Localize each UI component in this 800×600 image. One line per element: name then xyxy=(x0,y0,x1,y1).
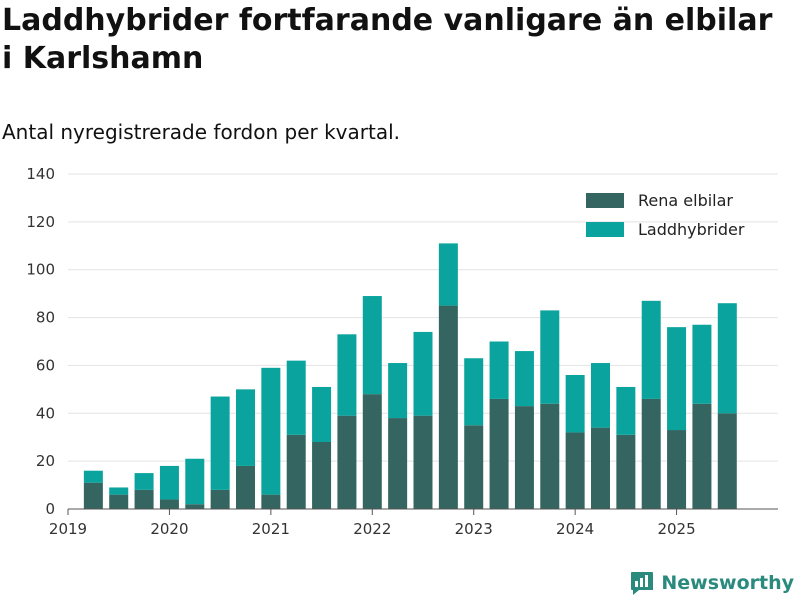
x-tick-label: 2022 xyxy=(353,520,391,538)
bar-rena-elbilar xyxy=(388,418,408,509)
y-tick-label: 60 xyxy=(36,356,55,374)
legend-label: Laddhybrider xyxy=(638,220,745,239)
bar-laddhybrider xyxy=(388,363,408,419)
bar-laddhybrider xyxy=(83,470,103,483)
x-tick-label: 2019 xyxy=(49,520,87,538)
bar-rena-elbilar xyxy=(717,413,737,509)
legend-swatch xyxy=(586,222,624,237)
y-tick-label: 80 xyxy=(36,309,55,327)
y-tick-label: 0 xyxy=(45,500,55,518)
bar-rena-elbilar xyxy=(312,442,332,509)
bar-laddhybrider xyxy=(616,386,636,435)
bar-laddhybrider xyxy=(692,324,712,404)
chart-title: Laddhybrider fortfarande vanligare än el… xyxy=(2,3,773,76)
bar-laddhybrider xyxy=(337,334,357,416)
bar-laddhybrider xyxy=(312,386,332,442)
bar-laddhybrider xyxy=(210,396,230,490)
bar-rena-elbilar xyxy=(565,432,585,509)
bar-rena-elbilar xyxy=(261,494,281,509)
bar-laddhybrider xyxy=(641,300,661,399)
bar-rena-elbilar xyxy=(540,403,560,509)
bar-laddhybrider xyxy=(362,296,382,395)
bar-laddhybrider xyxy=(438,243,458,306)
bar-rena-elbilar xyxy=(362,394,382,509)
bar-rena-elbilar xyxy=(641,398,661,509)
bar-laddhybrider xyxy=(109,487,129,495)
bar-rena-elbilar xyxy=(159,499,179,509)
bar-laddhybrider xyxy=(489,341,509,399)
brand-name: Newsworthy xyxy=(661,572,794,594)
bar-rena-elbilar xyxy=(591,427,610,509)
y-tick-label: 20 xyxy=(36,452,55,470)
x-tick-label: 2023 xyxy=(455,520,493,538)
bar-rena-elbilar xyxy=(337,415,357,509)
bar-laddhybrider xyxy=(514,351,534,407)
legend-label: Rena elbilar xyxy=(638,191,733,210)
bar-rena-elbilar xyxy=(413,415,433,509)
bar-laddhybrider xyxy=(236,389,255,466)
bar-rena-elbilar xyxy=(489,398,509,509)
bar-laddhybrider xyxy=(667,327,687,431)
y-tick-label: 120 xyxy=(26,213,55,231)
bar-rena-elbilar xyxy=(692,403,712,509)
legend-swatch xyxy=(586,193,624,208)
bar-rena-elbilar xyxy=(464,425,484,509)
bar-laddhybrider xyxy=(565,375,585,433)
bar-laddhybrider xyxy=(717,303,737,414)
newsworthy-logo-icon xyxy=(631,572,654,595)
bar-laddhybrider xyxy=(540,310,560,404)
bar-rena-elbilar xyxy=(83,482,103,509)
x-tick-label: 2020 xyxy=(150,520,188,538)
bar-laddhybrider xyxy=(413,331,433,416)
y-tick-label: 100 xyxy=(26,261,55,279)
bar-rena-elbilar xyxy=(514,406,534,509)
bar-laddhybrider xyxy=(159,465,179,500)
bar-rena-elbilar xyxy=(109,494,129,509)
bar-laddhybrider xyxy=(134,473,154,490)
chart-subtitle: Antal nyregistrerade fordon per kvartal. xyxy=(2,120,401,144)
bar-rena-elbilar xyxy=(185,504,205,509)
y-tick-label: 140 xyxy=(26,165,55,183)
x-tick-label: 2024 xyxy=(556,520,594,538)
bar-laddhybrider xyxy=(286,360,306,435)
bar-rena-elbilar xyxy=(667,430,687,509)
y-tick-label: 40 xyxy=(36,404,55,422)
bar-rena-elbilar xyxy=(286,434,306,509)
bar-rena-elbilar xyxy=(210,489,230,509)
bar-rena-elbilar xyxy=(616,434,636,509)
x-tick-label: 2021 xyxy=(252,520,290,538)
brand: Newsworthy xyxy=(629,570,794,596)
bar-rena-elbilar xyxy=(438,305,458,509)
bar-rena-elbilar xyxy=(236,465,255,509)
bar-laddhybrider xyxy=(261,367,281,495)
bar-rena-elbilar xyxy=(134,489,154,509)
bar-laddhybrider xyxy=(185,458,205,505)
bar-laddhybrider xyxy=(464,358,484,426)
x-tick-label: 2025 xyxy=(657,520,695,538)
bar-laddhybrider xyxy=(591,363,610,428)
